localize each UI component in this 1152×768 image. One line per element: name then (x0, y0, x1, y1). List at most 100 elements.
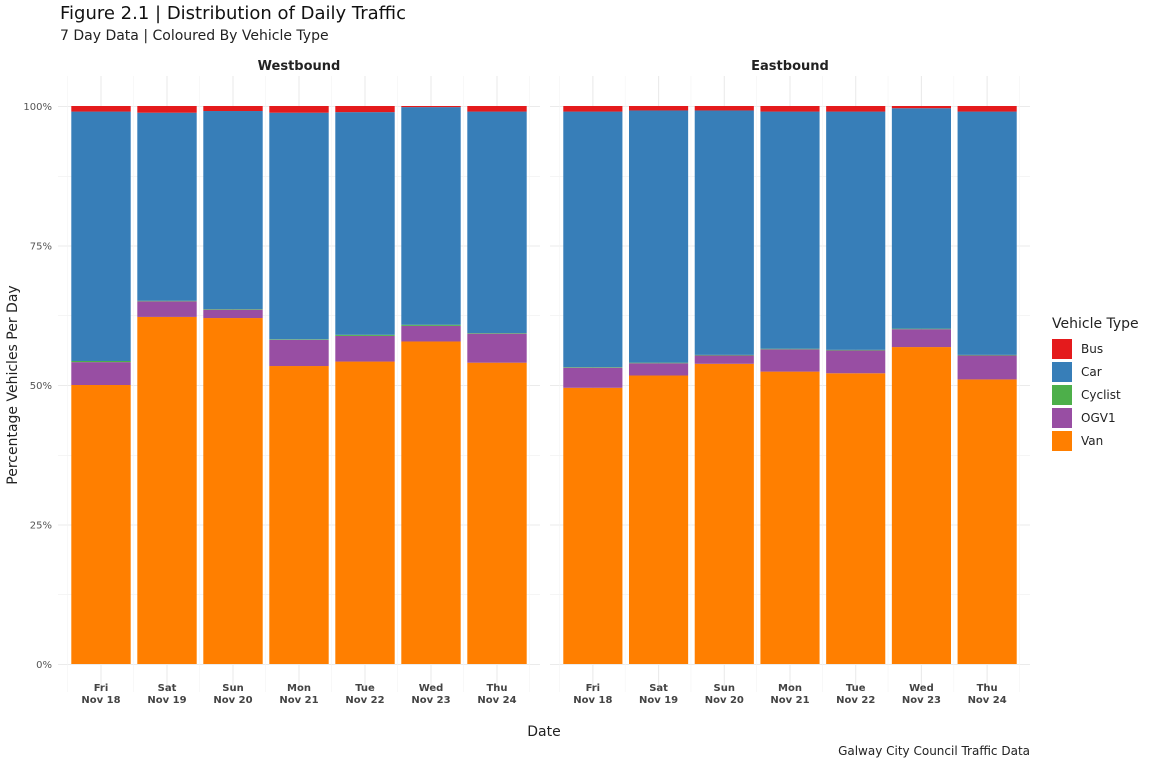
bar-eastbound-car-nov-22 (826, 111, 886, 350)
legend-item-cyclist: Cyclist (1052, 383, 1139, 406)
x-tick-date-westbound-nov-22: Nov 22 (345, 695, 384, 706)
legend-key-cyclist (1052, 384, 1072, 405)
bar-westbound-car-nov-22 (335, 112, 395, 335)
bar-westbound-cyclist-nov-20 (203, 309, 263, 310)
x-tick-date-westbound-nov-18: Nov 18 (81, 695, 120, 706)
x-tick-day-eastbound-tue: Tue (846, 683, 866, 694)
bar-eastbound-ogv1-nov-20 (694, 355, 754, 364)
bar-westbound-bus-nov-19 (137, 106, 197, 113)
bar-westbound-van-nov-19 (137, 316, 197, 664)
bar-eastbound-van-nov-19 (629, 375, 689, 664)
bar-westbound-cyclist-nov-21 (269, 339, 329, 340)
x-tick-day-westbound-wed: Wed (419, 683, 444, 694)
bar-westbound-van-nov-22 (335, 361, 395, 664)
x-tick-day-westbound-mon: Mon (287, 683, 311, 694)
x-tick-day-eastbound-fri: Fri (586, 683, 601, 694)
bar-eastbound-ogv1-nov-21 (760, 349, 820, 372)
bar-eastbound-van-nov-24 (957, 379, 1017, 664)
bar-westbound-van-nov-23 (401, 341, 461, 664)
x-tick-date-westbound-nov-20: Nov 20 (213, 695, 252, 706)
x-tick-date-westbound-nov-23: Nov 23 (411, 695, 450, 706)
bar-eastbound-car-nov-24 (957, 111, 1017, 355)
bar-eastbound-ogv1-nov-22 (826, 350, 886, 374)
x-tick-day-eastbound-wed: Wed (909, 683, 934, 694)
x-tick-day-eastbound-thu: Thu (977, 683, 998, 694)
bar-eastbound-car-nov-23 (891, 108, 951, 329)
bar-westbound-bus-nov-21 (269, 106, 329, 113)
bar-westbound-bus-nov-24 (467, 106, 527, 112)
x-tick-date-westbound-nov-24: Nov 24 (477, 695, 516, 706)
chart-title: Figure 2.1 | Distribution of Daily Traff… (60, 3, 406, 24)
bar-westbound-ogv1-nov-19 (137, 301, 197, 317)
legend-label-ogv1: OGV1 (1081, 410, 1116, 425)
bar-eastbound-car-nov-19 (629, 110, 689, 363)
bar-eastbound-cyclist-nov-18 (563, 367, 623, 368)
bar-eastbound-bus-nov-23 (891, 106, 951, 109)
bar-eastbound-bus-nov-21 (760, 106, 820, 112)
y-tick-label-25: 25% (30, 521, 52, 532)
x-tick-date-eastbound-nov-18: Nov 18 (573, 695, 612, 706)
x-tick-day-eastbound-mon: Mon (778, 683, 802, 694)
bar-westbound-cyclist-nov-22 (335, 334, 395, 336)
x-tick-date-eastbound-nov-23: Nov 23 (902, 695, 941, 706)
bar-eastbound-car-nov-21 (760, 111, 820, 349)
bar-westbound-ogv1-nov-20 (203, 309, 263, 319)
legend-item-van: Van (1052, 429, 1139, 452)
x-tick-date-eastbound-nov-21: Nov 21 (770, 695, 809, 706)
x-tick-day-westbound-thu: Thu (486, 683, 507, 694)
bar-westbound-car-nov-18 (71, 111, 131, 362)
x-tick-day-westbound-sat: Sat (158, 683, 177, 694)
bar-westbound-car-nov-19 (137, 112, 197, 301)
y-tick-label-75: 75% (30, 242, 52, 253)
legend-key-ogv1 (1052, 407, 1072, 428)
facet-title-westbound: Westbound (258, 59, 341, 74)
bar-eastbound-bus-nov-24 (957, 106, 1017, 112)
x-tick-day-westbound-sun: Sun (222, 683, 243, 694)
legend-item-car: Car (1052, 360, 1139, 383)
x-tick-date-eastbound-nov-19: Nov 19 (639, 695, 678, 706)
y-tick-label-100: 100% (23, 102, 52, 113)
bar-eastbound-van-nov-21 (760, 371, 820, 664)
bar-eastbound-van-nov-20 (694, 363, 754, 664)
bar-eastbound-ogv1-nov-23 (891, 329, 951, 348)
legend-item-bus: Bus (1052, 337, 1139, 360)
y-tick-label-0: 0% (36, 660, 52, 671)
bar-westbound-car-nov-21 (269, 112, 329, 340)
legend-label-bus: Bus (1081, 341, 1104, 356)
bar-eastbound-car-nov-20 (694, 110, 754, 355)
bar-westbound-bus-nov-18 (71, 106, 131, 112)
bar-westbound-ogv1-nov-23 (401, 325, 461, 342)
bar-eastbound-van-nov-22 (826, 373, 886, 664)
bar-eastbound-bus-nov-22 (826, 106, 886, 112)
bar-westbound-car-nov-20 (203, 111, 263, 310)
bar-westbound-car-nov-24 (467, 111, 527, 334)
legend-label-van: Van (1081, 433, 1104, 448)
bar-eastbound-cyclist-nov-22 (826, 349, 886, 351)
legend: Vehicle Type Bus Car Cyclist OGV1 Van (1052, 316, 1139, 452)
legend-item-ogv1: OGV1 (1052, 406, 1139, 429)
x-axis-title: Date (527, 724, 560, 740)
x-tick-date-westbound-nov-21: Nov 21 (279, 695, 318, 706)
bar-eastbound-car-nov-18 (563, 111, 623, 368)
bar-eastbound-van-nov-18 (563, 387, 623, 664)
bar-eastbound-cyclist-nov-24 (957, 354, 1017, 356)
legend-key-bus (1052, 338, 1072, 359)
x-tick-day-eastbound-sat: Sat (649, 683, 668, 694)
legend-key-van (1052, 430, 1072, 451)
bar-westbound-van-nov-20 (203, 318, 263, 664)
bar-eastbound-bus-nov-18 (563, 106, 623, 112)
bar-eastbound-bus-nov-20 (694, 106, 754, 111)
bar-eastbound-cyclist-nov-23 (891, 328, 951, 330)
bar-eastbound-van-nov-23 (891, 347, 951, 664)
bar-westbound-ogv1-nov-22 (335, 335, 395, 362)
bar-westbound-cyclist-nov-18 (71, 361, 131, 363)
bar-westbound-cyclist-nov-23 (401, 324, 461, 326)
x-tick-date-eastbound-nov-22: Nov 22 (836, 695, 875, 706)
chart-canvas: Percentage Vehicles Per Day 0% 25% 50% 75% 10… (5, 59, 1030, 740)
bar-eastbound-cyclist-nov-19 (629, 362, 689, 364)
bar-westbound-bus-nov-23 (401, 106, 461, 108)
x-tick-date-eastbound-nov-20: Nov 20 (705, 695, 744, 706)
bar-eastbound-ogv1-nov-18 (563, 367, 623, 388)
x-tick-date-eastbound-nov-24: Nov 24 (968, 695, 1007, 706)
x-tick-day-westbound-fri: Fri (94, 683, 109, 694)
